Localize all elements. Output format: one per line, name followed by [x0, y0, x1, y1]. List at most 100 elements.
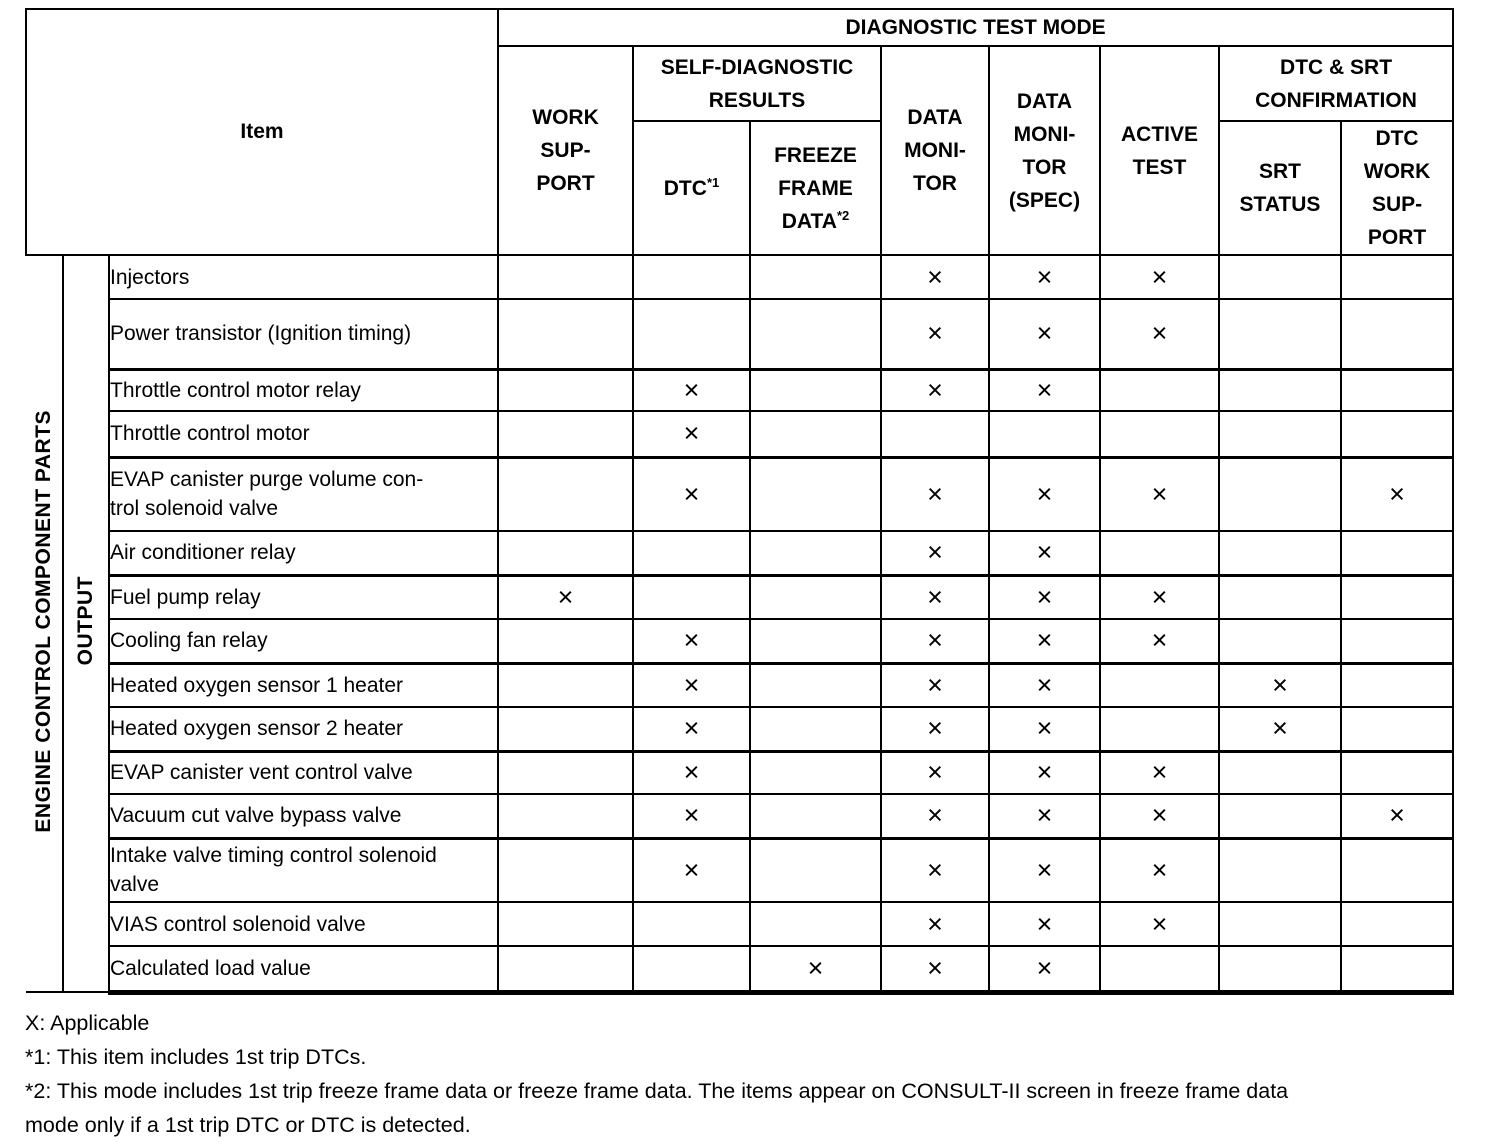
mark-cell: × [988, 945, 1101, 995]
col-header-freeze-frame-data-label: FREEZE FRAME DATA [774, 143, 857, 233]
mark-cell: × [988, 530, 1101, 576]
mark-cell [1218, 573, 1342, 620]
mark-cell [497, 455, 634, 532]
mark-cell [497, 530, 634, 576]
mark-cell [1339, 573, 1455, 620]
mark-cell [632, 573, 751, 620]
footnote-2: *2: This mode includes 1st trip freeze f… [25, 1078, 1289, 1137]
mark-cell: × [988, 793, 1101, 839]
mark-cell [632, 254, 751, 300]
mark-cell: × [749, 945, 882, 995]
row-group-label-engine-control-component-parts: ENGINE CONTROL COMPONENT PARTS [26, 254, 64, 993]
mark-cell: × [880, 661, 990, 708]
col-header-dtc-work-support: DTC WORK SUP- PORT [1339, 120, 1455, 256]
mark-cell [1339, 661, 1455, 708]
footnotes: X: Applicable *1: This item includes 1st… [25, 1006, 1504, 1142]
mark-cell [1339, 254, 1455, 300]
col-header-data-monitor-spec: DATA MONI- TOR (SPEC) [988, 45, 1101, 256]
mark-cell: × [880, 901, 990, 947]
mark-cell [497, 901, 634, 947]
mark-cell [1099, 945, 1220, 995]
mark-cell [749, 618, 882, 664]
mark-cell [988, 410, 1101, 458]
col-header-dtc: DTC*1 [632, 120, 751, 256]
mark-cell [749, 254, 882, 300]
mark-cell: × [880, 530, 990, 576]
item-cell-heated-oxygen-sensor-1-heater: Heated oxygen sensor 1 heater [108, 661, 499, 708]
mark-cell [749, 793, 882, 839]
mark-cell: × [632, 793, 751, 839]
mark-cell [1339, 367, 1455, 412]
mark-cell [1218, 836, 1342, 903]
mark-cell [1099, 661, 1220, 708]
group-header-self-diagnostic-results: SELF-DIAGNOSTIC RESULTS [632, 45, 882, 122]
mark-cell: × [1339, 793, 1455, 839]
col-header-data-monitor: DATA MONI- TOR [880, 45, 990, 256]
mark-cell: × [632, 455, 751, 532]
dtc-footnote-marker: *1 [706, 174, 720, 190]
mark-cell: × [1099, 573, 1220, 620]
mark-cell [497, 618, 634, 664]
engine-control-component-parts-text: ENGINE CONTROL COMPONENT PARTS [32, 409, 55, 833]
group-header-dtc-srt-confirmation: DTC & SRT CONFIRMATION [1217, 45, 1455, 122]
footnote-x-applicable: X: Applicable [25, 1010, 150, 1035]
mark-cell: × [1099, 298, 1220, 370]
mark-cell [749, 749, 882, 795]
item-cell-evap-purge-volume-control-solenoid-valve: EVAP canister purge volume con- trol sol… [108, 455, 499, 532]
mark-cell: × [1099, 836, 1220, 903]
mark-cell [880, 410, 990, 458]
mark-cell [749, 661, 882, 708]
mark-cell [1218, 367, 1342, 412]
mark-cell: × [988, 298, 1101, 370]
mark-cell [497, 749, 634, 795]
mark-cell [632, 298, 751, 370]
mark-cell: × [632, 836, 751, 903]
mark-cell: × [988, 618, 1101, 664]
mark-cell [1339, 298, 1455, 370]
item-cell-vacuum-cut-valve-bypass-valve: Vacuum cut valve bypass valve [108, 793, 499, 839]
mark-cell: × [632, 367, 751, 412]
mark-cell [497, 706, 634, 752]
item-cell-injectors: Injectors [108, 254, 499, 300]
mark-cell: × [880, 793, 990, 839]
mark-cell [632, 901, 751, 947]
mark-cell [749, 410, 882, 458]
mark-cell [1218, 749, 1342, 795]
mark-cell: × [988, 749, 1101, 795]
mark-cell: × [1099, 618, 1220, 664]
mark-cell: × [632, 410, 751, 458]
mark-cell: × [1218, 706, 1342, 752]
item-cell-intake-valve-timing-control-solenoid-valve: Intake valve timing control solenoid val… [108, 836, 499, 903]
mark-cell: × [988, 836, 1101, 903]
mark-cell [1339, 618, 1455, 664]
row-group-label-output: OUTPUT [62, 254, 110, 993]
mark-cell: × [880, 618, 990, 664]
mark-cell [497, 298, 634, 370]
mark-cell: × [497, 573, 634, 620]
mark-cell: × [880, 298, 990, 370]
mark-cell [497, 836, 634, 903]
mark-cell: × [632, 661, 751, 708]
item-cell-heated-oxygen-sensor-2-heater: Heated oxygen sensor 2 heater [108, 706, 499, 752]
col-header-freeze-frame-data: FREEZE FRAME DATA*2 [749, 120, 882, 256]
mark-cell: × [880, 749, 990, 795]
mark-cell: × [988, 455, 1101, 532]
mark-cell [749, 530, 882, 576]
mark-cell [749, 706, 882, 752]
mark-cell [1218, 455, 1342, 532]
mark-cell [1218, 945, 1342, 995]
mark-cell [1099, 410, 1220, 458]
mark-cell [497, 367, 634, 412]
mark-cell: × [880, 945, 990, 995]
mark-cell: × [1099, 254, 1220, 300]
mark-cell [1218, 298, 1342, 370]
item-cell-power-transistor: Power transistor (Ignition timing) [108, 298, 499, 370]
item-cell-throttle-control-motor-relay: Throttle control motor relay [108, 367, 499, 412]
mark-cell: × [988, 661, 1101, 708]
mark-cell: × [880, 573, 990, 620]
corner-item-header: Item [25, 8, 499, 256]
mark-cell [497, 945, 634, 995]
mark-cell [1339, 749, 1455, 795]
mark-cell [632, 530, 751, 576]
mark-cell: × [988, 254, 1101, 300]
